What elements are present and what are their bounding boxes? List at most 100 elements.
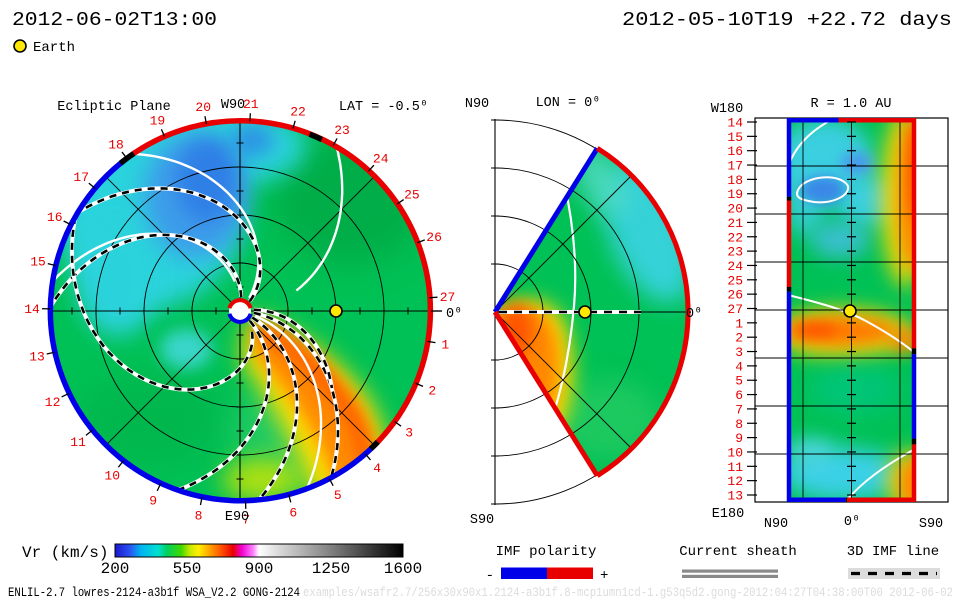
map-row-label: 3 [735, 345, 743, 360]
imf-polarity-title: IMF polarity [496, 544, 597, 560]
radial-map-polarity-border [786, 118, 917, 503]
radial-map-plot: 1415161718192021222324252627123456789101… [711, 97, 949, 532]
day-tick-label: 20 [195, 100, 211, 115]
day-tick-label: 25 [404, 187, 420, 202]
map-row-label: 4 [735, 359, 743, 374]
day-tick-label: 2 [428, 384, 436, 399]
map-row-label: 11 [727, 460, 743, 475]
day-tick-label: 15 [30, 255, 46, 270]
ecliptic-top-label: W90 [221, 98, 245, 113]
day-tick-label: 27 [440, 290, 456, 305]
current-sheath-bar-1 [682, 569, 778, 573]
map-row-label: 25 [727, 273, 743, 288]
map-row-label: 9 [735, 431, 743, 446]
meridional-zero-label: 0⁰ [686, 307, 702, 322]
map-row-label: 5 [735, 374, 743, 389]
earth-icon-ecliptic [329, 304, 343, 318]
map-row-label: 15 [727, 130, 743, 145]
radial-map-xlabel-0: 0⁰ [844, 515, 860, 530]
watermark: examples/wsafr2.7/256x30x90x1.2124-a3b1f… [303, 586, 953, 600]
map-row-label: 21 [727, 216, 743, 231]
day-tick-label: 9 [149, 494, 157, 509]
sun-icon [227, 298, 253, 324]
radial-map-topleft-label: W180 [711, 102, 743, 117]
map-row-label: 16 [727, 144, 743, 159]
earth-icon-map [843, 304, 857, 318]
day-tick-label: 8 [195, 508, 203, 523]
map-row-label: 10 [727, 445, 743, 460]
imf-positive-swatch [547, 567, 593, 579]
map-row-label: 26 [727, 288, 743, 303]
earth-legend: Earth [13, 39, 75, 56]
map-row-label: 1 [735, 316, 743, 331]
ecliptic-lat-label: LAT = -0.5⁰ [339, 100, 428, 115]
imf-negative-swatch [501, 567, 547, 579]
imf-spiral-lines [51, 144, 344, 500]
map-row-label: 19 [727, 187, 743, 202]
map-row-label: 6 [735, 388, 743, 403]
day-tick-label: 23 [334, 123, 350, 138]
map-row-label: 8 [735, 417, 743, 432]
ecliptic-lon0-label: 0⁰ [446, 307, 462, 322]
current-sheath-bar-2 [682, 574, 778, 578]
day-tick-label: 4 [373, 461, 381, 476]
radial-map-bottomleft-label: E180 [712, 507, 744, 522]
map-row-label: 7 [735, 402, 743, 417]
day-tick-label: 11 [70, 435, 86, 450]
colorbar-gradient [114, 543, 404, 558]
day-tick-label: 16 [47, 210, 63, 225]
map-row-label: 17 [727, 159, 743, 174]
meridional-axis-ticks [491, 119, 499, 505]
day-tick-label: 22 [290, 105, 306, 120]
colorbar-tick: 1250 [312, 560, 350, 578]
earth-icon-meridional [578, 305, 592, 319]
day-tick-label: 1 [441, 338, 449, 353]
day-tick-label: 10 [104, 469, 120, 484]
radial-map-row-labels: 1415161718192021222324252627123456789101… [727, 116, 856, 503]
day-tick-label: 12 [45, 395, 61, 410]
colorbar-tick: 550 [173, 560, 202, 578]
day-tick-label: 18 [108, 138, 124, 153]
meridional-title: LON = 0⁰ [536, 96, 601, 111]
radial-map-title: R = 1.0 AU [810, 97, 891, 112]
ecliptic-bottom-label: E90 [225, 510, 249, 525]
map-row-label: 20 [727, 202, 743, 217]
colorbar-tick: 900 [245, 560, 274, 578]
map-row-label: 23 [727, 245, 743, 260]
day-tick-label: 24 [373, 151, 389, 166]
day-tick-label: 3 [405, 426, 413, 441]
start-time-elapsed-label: 2012-05-10T19 +22.72 days [622, 9, 952, 31]
day-tick-label: 21 [243, 97, 259, 112]
radial-map-xlabel-n90: N90 [764, 517, 788, 532]
imf-polarity-legend: IMF polarity - + [486, 544, 609, 584]
colorbar-tick: 1600 [384, 560, 422, 578]
day-tick-label: 19 [150, 114, 166, 129]
meridional-plot: N90 LON = 0⁰ S90 0⁰ [465, 96, 702, 528]
imf-line-title: 3D IMF line [847, 544, 939, 560]
map-row-label: 24 [727, 259, 743, 274]
map-row-label: 18 [727, 173, 743, 188]
day-tick-label: 26 [426, 230, 442, 245]
imf-line-legend: 3D IMF line [847, 544, 940, 579]
earth-legend-icon [13, 39, 27, 53]
colorbar: Vr (km/s) 200 550 900 1250 1600 [22, 543, 423, 578]
day-tick-label: 7 [242, 512, 250, 527]
map-row-label: 27 [727, 302, 743, 317]
colorbar-tick: 200 [101, 560, 130, 578]
current-sheath-title: Current sheath [679, 544, 797, 560]
current-time-label: 2012-06-02T13:00 [12, 9, 217, 31]
day-tick-label: 13 [29, 350, 45, 365]
map-row-label: 2 [735, 331, 743, 346]
map-row-label: 13 [727, 488, 743, 503]
earth-legend-label: Earth [33, 40, 75, 56]
meridional-bottom-label: S90 [470, 513, 494, 528]
model-info: ENLIL-2.7 lowres-2124-a3b1f WSA_V2.2 GON… [8, 585, 300, 600]
day-tick-label: 6 [289, 506, 297, 521]
current-sheath-legend: Current sheath [679, 544, 797, 578]
imf-plus-label: + [600, 568, 608, 584]
colorbar-tick-labels: 200 550 900 1250 1600 [101, 560, 423, 578]
